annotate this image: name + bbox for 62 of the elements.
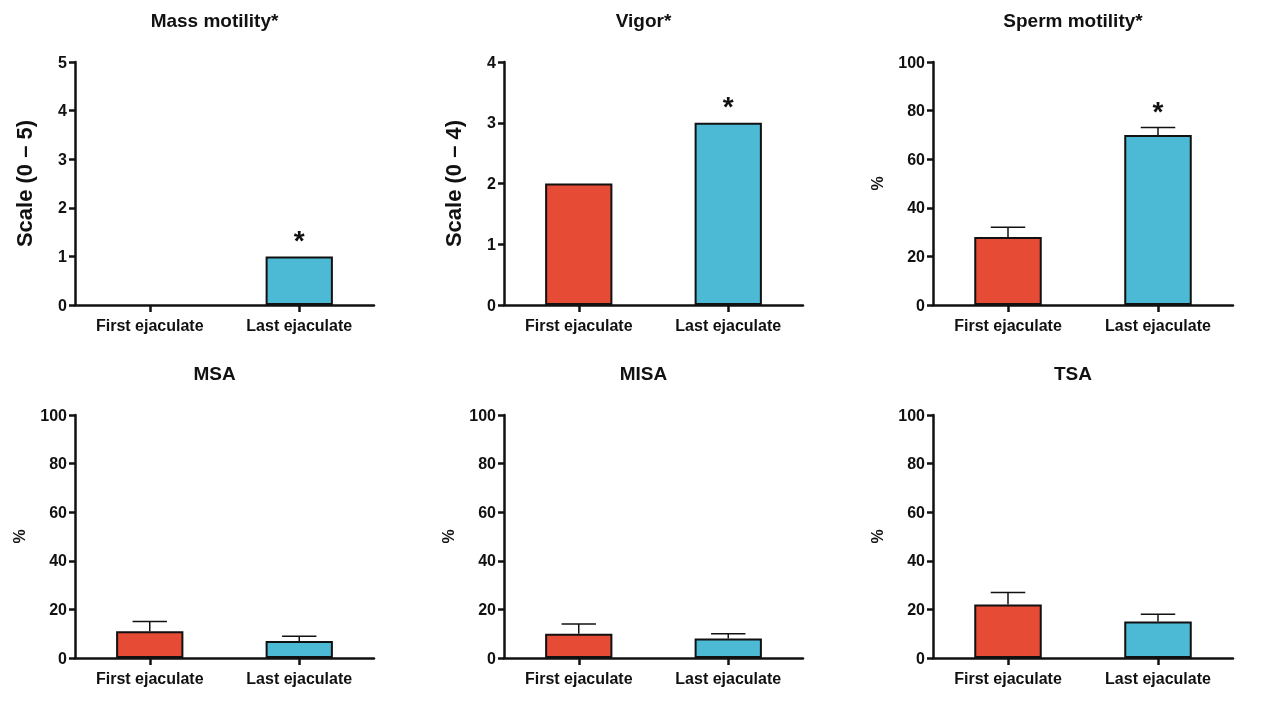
y-axis-title: %	[868, 176, 886, 191]
y-tick-label: 60	[907, 503, 926, 521]
y-tick-label: 0	[487, 649, 497, 667]
x-tick-label: First ejaculate	[95, 669, 204, 687]
y-tick-label: 5	[58, 53, 68, 71]
y-tick-label: 100	[898, 53, 926, 71]
y-axis-title: Scale (0 – 5)	[11, 119, 37, 248]
y-tick-label: 4	[58, 102, 68, 120]
y-tick-label: 0	[58, 296, 68, 314]
annotation: *	[293, 224, 305, 256]
annotation: *	[1152, 96, 1164, 128]
y-tick-label: 100	[898, 406, 926, 424]
x-tick-label: Last ejaculate	[1105, 316, 1212, 334]
y-tick-label: 80	[49, 455, 68, 473]
y-tick-label: 100	[469, 406, 497, 424]
y-tick-label: 60	[907, 150, 926, 168]
y-tick-label: 0	[487, 296, 497, 314]
x-tick-label: First ejaculate	[524, 669, 633, 687]
x-tick-label: Last ejaculate	[246, 669, 353, 687]
y-axis-title: %	[439, 529, 457, 544]
chart-title: MSA	[193, 363, 236, 384]
y-tick-label: 60	[49, 503, 68, 521]
y-tick-label: 1	[487, 235, 497, 253]
annotation: *	[722, 91, 734, 123]
y-tick-label: 80	[478, 455, 497, 473]
y-tick-label: 40	[478, 552, 497, 570]
x-tick-label: First ejaculate	[524, 316, 633, 334]
y-axis-title: %	[10, 529, 28, 544]
y-tick-label: 0	[58, 649, 68, 667]
y-tick-label: 40	[907, 199, 926, 217]
y-tick-label: 40	[49, 552, 68, 570]
x-tick-label: Last ejaculate	[675, 316, 782, 334]
y-tick-label: 1	[58, 247, 68, 265]
y-tick-label: 4	[487, 53, 497, 71]
y-tick-label: 2	[487, 175, 497, 192]
x-tick-label: First ejaculate	[954, 669, 1062, 687]
y-tick-label: 3	[487, 114, 497, 132]
x-tick-label: First ejaculate	[954, 316, 1062, 334]
chart-title: Mass motility*	[150, 10, 279, 31]
y-tick-label: 20	[907, 600, 926, 618]
y-tick-label: 40	[907, 552, 926, 570]
y-axis-title: Scale (0 – 4)	[440, 119, 466, 248]
y-tick-label: 80	[907, 455, 926, 473]
chart-title: MISA	[619, 363, 668, 384]
y-axis-title: %	[868, 529, 886, 544]
y-tick-label: 20	[49, 600, 68, 618]
x-tick-label: First ejaculate	[95, 316, 204, 334]
y-tick-label: 3	[58, 150, 68, 168]
x-tick-label: Last ejaculate	[246, 316, 353, 334]
y-tick-label: 0	[916, 296, 926, 314]
y-tick-label: 20	[478, 600, 497, 618]
y-tick-label: 60	[478, 503, 497, 521]
y-tick-label: 100	[40, 406, 68, 424]
y-tick-label: 0	[916, 649, 926, 667]
y-tick-label: 2	[58, 199, 68, 217]
x-tick-label: Last ejaculate	[1105, 669, 1212, 687]
chart-title: Vigor*	[615, 10, 672, 31]
chart-title: TSA	[1054, 363, 1093, 384]
chart-title: Sperm motility*	[1003, 10, 1144, 31]
y-tick-label: 80	[907, 102, 926, 120]
x-tick-label: Last ejaculate	[675, 669, 782, 687]
y-tick-label: 20	[907, 247, 926, 265]
